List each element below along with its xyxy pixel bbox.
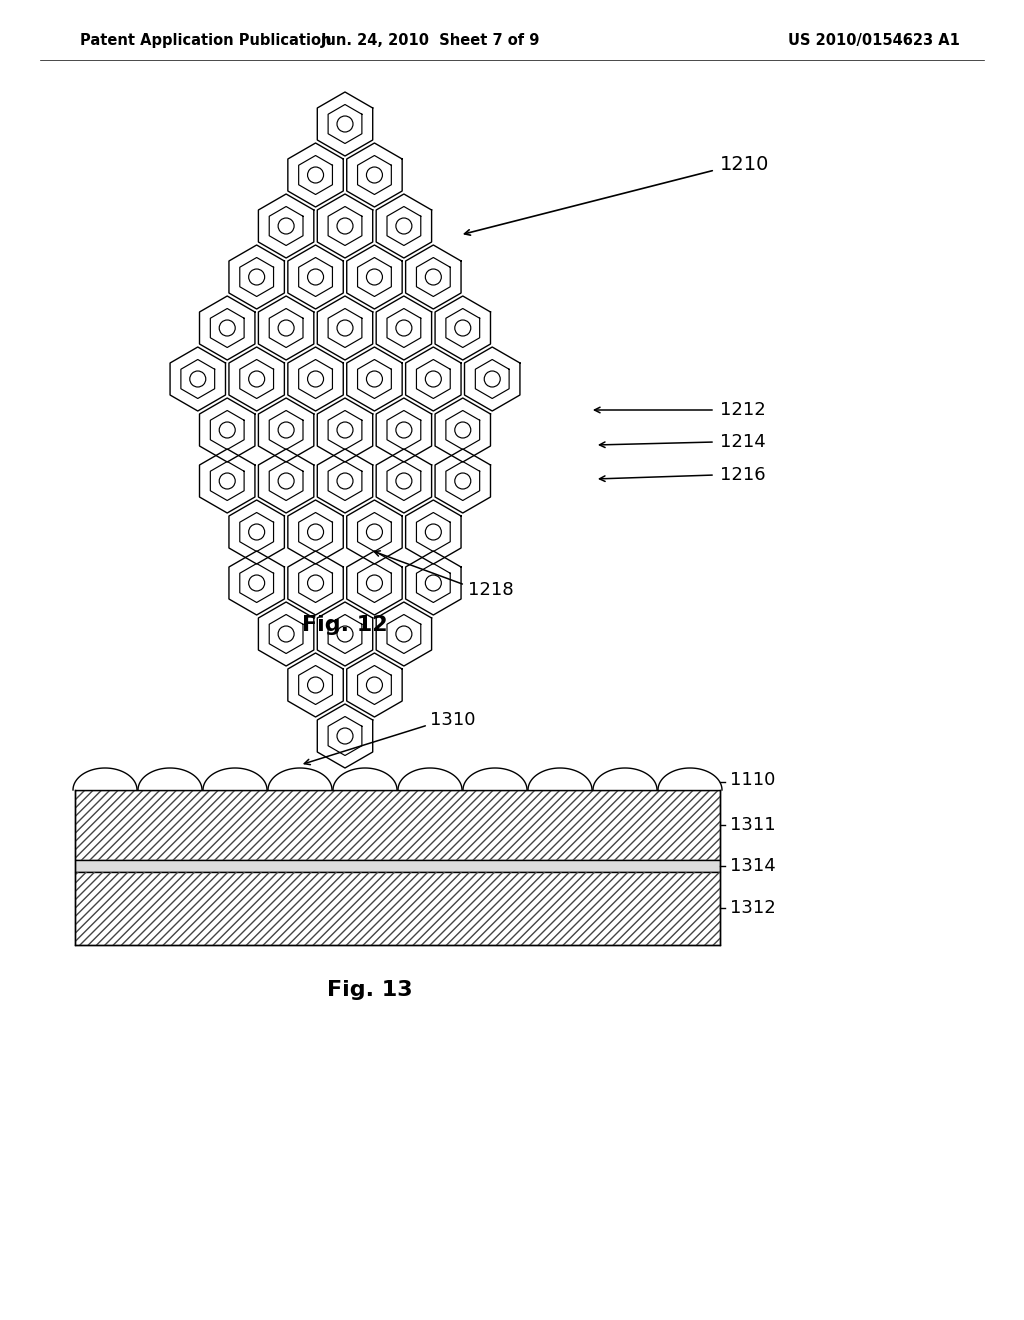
Polygon shape: [200, 296, 255, 360]
Polygon shape: [465, 347, 520, 411]
Polygon shape: [406, 246, 461, 309]
Polygon shape: [406, 347, 461, 411]
Polygon shape: [288, 550, 343, 615]
Polygon shape: [288, 500, 343, 564]
Polygon shape: [229, 550, 285, 615]
Polygon shape: [317, 449, 373, 513]
Bar: [75, 873, 720, 945]
Polygon shape: [258, 194, 313, 257]
Text: Jun. 24, 2010  Sheet 7 of 9: Jun. 24, 2010 Sheet 7 of 9: [321, 33, 540, 48]
Polygon shape: [200, 449, 255, 513]
Polygon shape: [317, 92, 373, 156]
Polygon shape: [73, 768, 722, 789]
Bar: [75, 789, 720, 861]
Text: 1210: 1210: [720, 156, 769, 174]
Text: Patent Application Publication: Patent Application Publication: [80, 33, 332, 48]
Polygon shape: [317, 296, 373, 360]
Text: 1314: 1314: [730, 857, 776, 875]
Bar: [75, 789, 720, 861]
Polygon shape: [347, 550, 402, 615]
Bar: [75, 861, 720, 873]
Text: 1310: 1310: [430, 711, 475, 729]
Text: US 2010/0154623 A1: US 2010/0154623 A1: [788, 33, 961, 48]
Polygon shape: [288, 347, 343, 411]
Polygon shape: [229, 347, 285, 411]
Polygon shape: [347, 653, 402, 717]
Polygon shape: [200, 399, 255, 462]
Polygon shape: [347, 500, 402, 564]
Polygon shape: [229, 246, 285, 309]
Text: 1110: 1110: [730, 771, 775, 789]
Text: 1214: 1214: [720, 433, 766, 451]
Polygon shape: [347, 246, 402, 309]
Polygon shape: [406, 550, 461, 615]
Polygon shape: [317, 399, 373, 462]
Bar: [75, 873, 720, 945]
Polygon shape: [317, 194, 373, 257]
Polygon shape: [376, 399, 431, 462]
Polygon shape: [347, 143, 402, 207]
Text: 1312: 1312: [730, 899, 776, 917]
Polygon shape: [258, 399, 313, 462]
Polygon shape: [347, 347, 402, 411]
Polygon shape: [258, 449, 313, 513]
Text: 1218: 1218: [468, 581, 514, 599]
Polygon shape: [435, 449, 490, 513]
Text: 1216: 1216: [720, 466, 766, 484]
Polygon shape: [288, 246, 343, 309]
Polygon shape: [406, 500, 461, 564]
Text: Fig. 12: Fig. 12: [302, 615, 388, 635]
Polygon shape: [170, 347, 225, 411]
Polygon shape: [288, 143, 343, 207]
Text: Fig. 13: Fig. 13: [328, 979, 413, 1001]
Polygon shape: [376, 194, 431, 257]
Polygon shape: [376, 296, 431, 360]
Polygon shape: [258, 296, 313, 360]
Polygon shape: [317, 602, 373, 667]
Text: 1311: 1311: [730, 816, 775, 834]
Polygon shape: [435, 296, 490, 360]
Polygon shape: [376, 602, 431, 667]
Polygon shape: [258, 602, 313, 667]
Polygon shape: [288, 653, 343, 717]
Polygon shape: [435, 399, 490, 462]
Polygon shape: [317, 704, 373, 768]
Text: 1212: 1212: [720, 401, 766, 418]
Polygon shape: [376, 449, 431, 513]
Polygon shape: [229, 500, 285, 564]
